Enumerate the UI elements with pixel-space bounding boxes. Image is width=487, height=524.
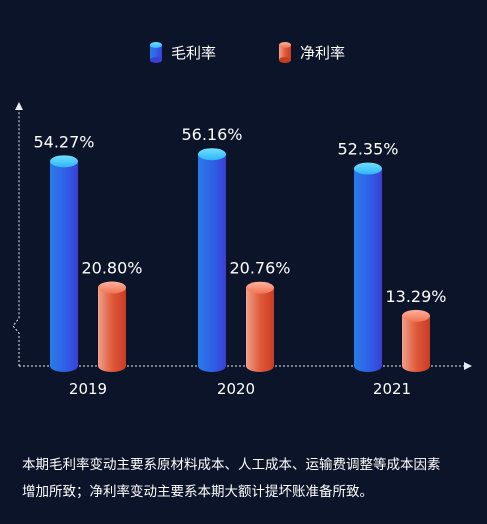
- value-label-gross-margin-2021: 52.35%: [337, 140, 398, 159]
- value-label-net-margin-2019: 20.80%: [81, 259, 142, 278]
- value-label-gross-margin-2020: 56.16%: [181, 125, 242, 144]
- value-label-net-margin-2020: 20.76%: [229, 259, 290, 278]
- bar-body-gross-margin-2021: [354, 168, 382, 372]
- bar-cap-net-margin-2019: [98, 281, 126, 294]
- legend: 毛利率 净利率: [150, 42, 345, 63]
- bar-cap-gross-margin-2019: [50, 155, 78, 168]
- x-tick-labels: 2019 2020 2021: [69, 380, 411, 398]
- legend-swatch-bottom-gross-margin: [150, 57, 162, 63]
- legend-swatch-gross-margin: [150, 45, 162, 60]
- x-axis-arrow: [464, 362, 472, 370]
- axes: [12, 102, 472, 370]
- bar-gross-margin-2020[interactable]: [198, 148, 226, 372]
- bar-cap-net-margin-2020: [246, 281, 274, 294]
- x-tick-2020: 2020: [217, 380, 255, 398]
- value-label-net-margin-2021: 13.29%: [385, 287, 446, 306]
- x-tick-2021: 2021: [373, 380, 411, 398]
- bar-net-margin-2020[interactable]: [246, 281, 274, 372]
- legend-item-net-margin[interactable]: 净利率: [279, 42, 345, 63]
- bar-body-net-margin-2019: [98, 287, 126, 372]
- bar-gross-margin-2021[interactable]: [354, 162, 382, 372]
- legend-swatch-top-net-margin: [279, 42, 291, 48]
- bar-body-net-margin-2020: [246, 287, 274, 372]
- legend-label-gross-margin: 毛利率: [171, 44, 216, 62]
- note-line-1: 本期毛利率变动主要系原材料成本、人工成本、运输费调整等成本因素: [22, 457, 441, 473]
- note-line-2: 增加所致；净利率变动主要系本期大额计提坏账准备所致。: [22, 484, 373, 500]
- legend-swatch-net-margin: [279, 45, 291, 60]
- y-axis-arrow: [15, 102, 23, 110]
- legend-item-gross-margin[interactable]: 毛利率: [150, 42, 216, 63]
- x-tick-2019: 2019: [69, 380, 107, 398]
- bar-net-margin-2021[interactable]: [402, 309, 430, 372]
- bar-body-gross-margin-2019: [50, 161, 78, 372]
- bar-gross-margin-2019[interactable]: [50, 155, 78, 372]
- value-label-gross-margin-2019: 54.27%: [33, 132, 94, 151]
- bar-cap-gross-margin-2021: [354, 162, 382, 175]
- bar-cap-gross-margin-2020: [198, 148, 226, 161]
- explanatory-note: 本期毛利率变动主要系原材料成本、人工成本、运输费调整等成本因素 增加所致；净利率…: [22, 452, 472, 506]
- legend-swatch-top-gross-margin: [150, 42, 162, 48]
- bar-body-net-margin-2021: [402, 315, 430, 372]
- bar-net-margin-2019[interactable]: [98, 281, 126, 372]
- value-labels: 54.27% 20.80% 56.16% 20.76% 52.35% 13.29%: [33, 125, 446, 306]
- legend-swatch-bottom-net-margin: [279, 57, 291, 63]
- bar-cap-net-margin-2021: [402, 309, 430, 322]
- margin-chart: 毛利率 净利率 54.27% 20.80% 56.16% 20.76% 52.35% 13…: [12, 42, 472, 398]
- legend-label-net-margin: 净利率: [300, 44, 345, 62]
- y-axis-line: [12, 108, 20, 366]
- bar-body-gross-margin-2020: [198, 154, 226, 372]
- bars: [50, 148, 430, 372]
